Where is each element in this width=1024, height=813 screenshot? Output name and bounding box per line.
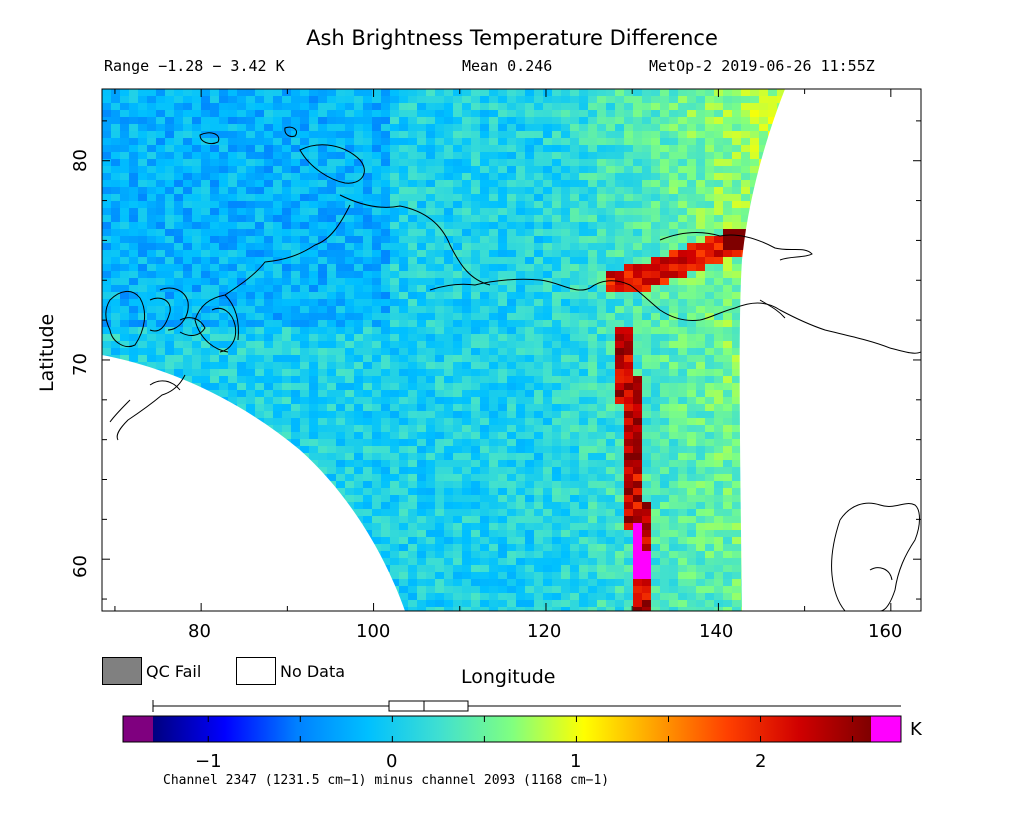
y-tick-label: 70: [70, 353, 91, 376]
chart-title: Ash Brightness Temperature Difference: [306, 26, 718, 50]
colorbar-tick-label: 0: [386, 751, 398, 772]
no-data-label: No Data: [280, 662, 346, 681]
x-tick-label: 100: [356, 621, 391, 642]
mean-label: Mean 0.246: [462, 57, 553, 75]
colorbar-tick-label: 1: [570, 751, 582, 772]
x-tick-label: 140: [699, 621, 734, 642]
x-tick-label: 160: [868, 621, 903, 642]
x-tick-label: 80: [188, 621, 211, 642]
qc-fail-swatch: [102, 657, 142, 685]
x-axis-label: Longitude: [461, 666, 556, 688]
range-label: Range −1.28 − 3.42 K: [104, 57, 285, 75]
colorbar-over: [871, 716, 901, 742]
no-data-region-west: [102, 355, 405, 611]
y-axis-label: Latitude: [36, 313, 58, 392]
colorbar-tick-label: 2: [755, 751, 767, 772]
y-tick-label: 80: [70, 149, 91, 172]
colorbar-unit: K: [910, 719, 922, 740]
qc-fail-label: QC Fail: [146, 662, 202, 681]
satellite-time-label: MetOp-2 2019-06-26 11:55Z: [649, 57, 875, 75]
no-data-swatch: [236, 657, 276, 685]
axis-ticks: [102, 89, 921, 611]
range-indicator: [152, 700, 901, 712]
no-data-region-east: [739, 89, 921, 611]
coastlines: [105, 126, 921, 611]
colorbar-under: [123, 716, 153, 742]
x-tick-label: 120: [527, 621, 562, 642]
colorbar: [122, 715, 902, 743]
ash-btd-field: [102, 89, 921, 611]
channel-caption: Channel 2347 (1231.5 cm−1) minus channel…: [163, 773, 610, 788]
plot-frame: [101, 88, 922, 612]
colorbar-tick-label: −1: [195, 751, 222, 772]
y-tick-label: 60: [70, 555, 91, 578]
colorbar-scale: [153, 716, 871, 742]
